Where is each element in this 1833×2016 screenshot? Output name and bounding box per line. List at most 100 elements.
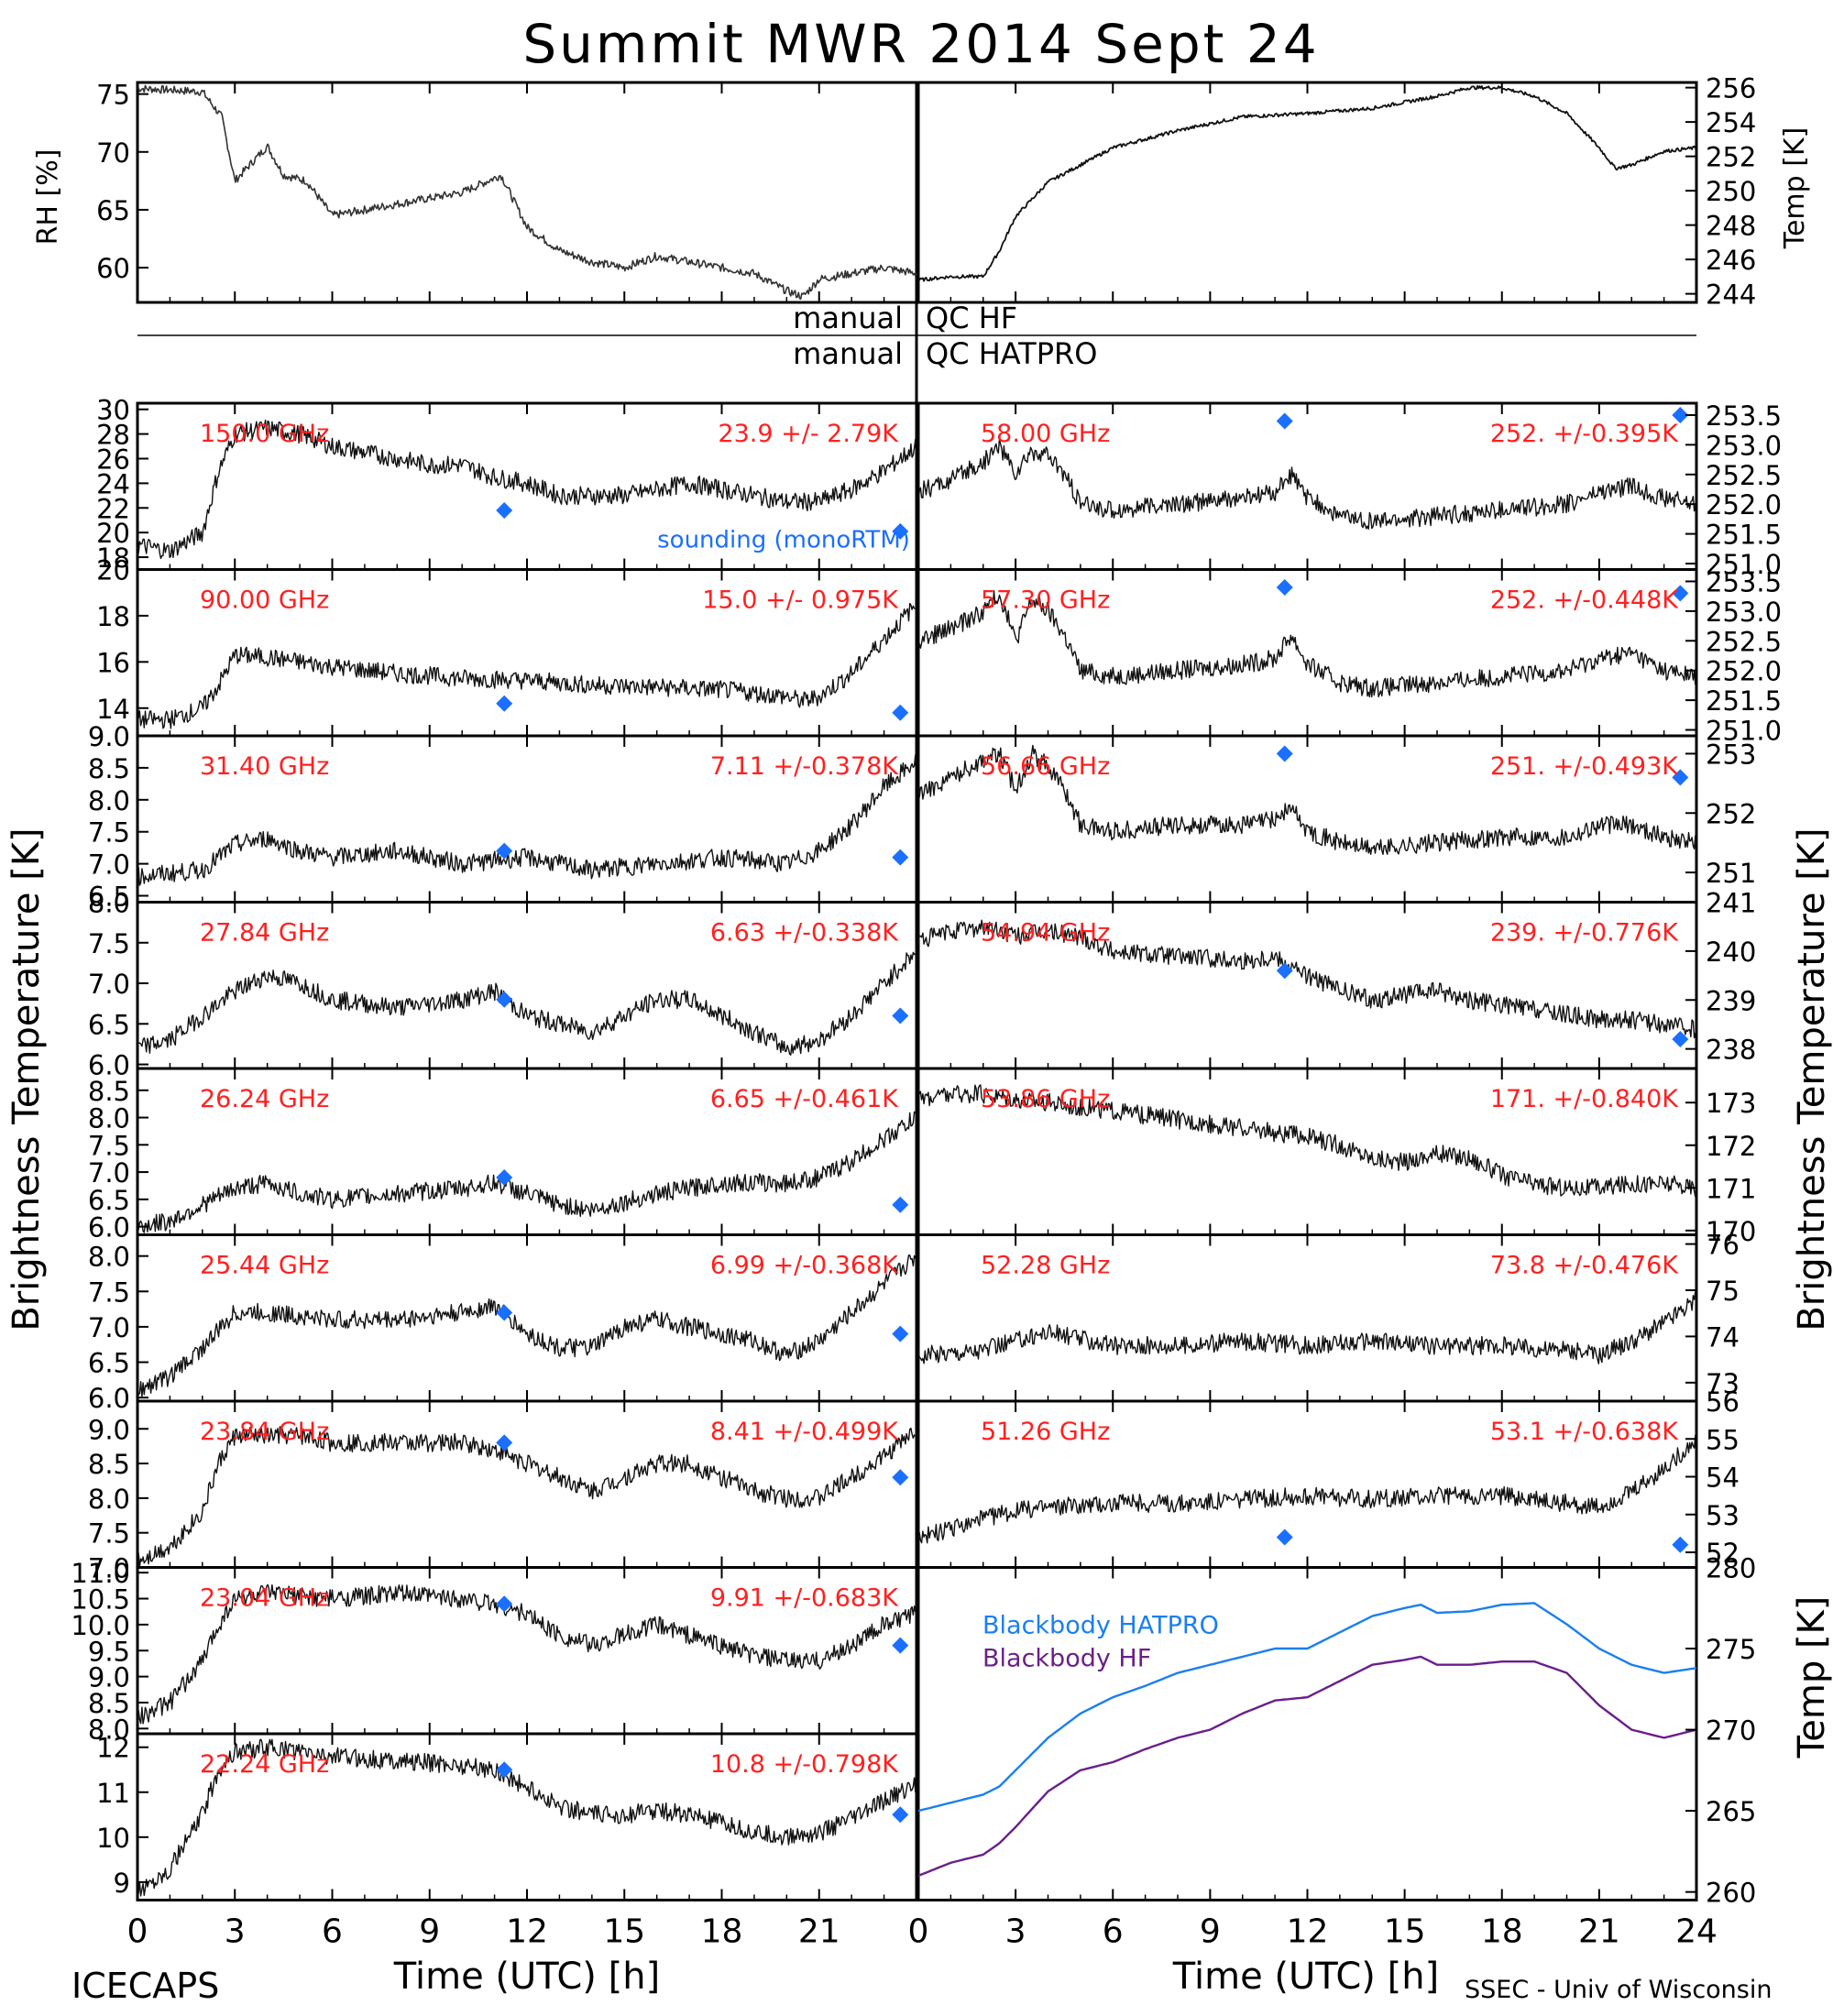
hatpro-2-y-label: 7.0	[88, 849, 130, 881]
hf-2-y-label: 253	[1706, 739, 1756, 770]
hatpro-4-sounding-point	[892, 1196, 909, 1213]
hf-5-stats-label: 73.8 +/-0.476K	[1490, 1252, 1679, 1280]
blackbody-y-label: 280	[1706, 1553, 1756, 1584]
hatpro-2-y-label: 9.0	[88, 721, 130, 752]
x-tick-label-left: 0	[127, 1913, 148, 1951]
x-tick-label-right: 12	[1287, 1913, 1329, 1951]
hatpro-0-y-label: 24	[96, 468, 130, 499]
rh-y-label: 60	[96, 253, 130, 284]
hf-2-y-label: 252	[1706, 798, 1756, 829]
hf-3-stats-label: 239. +/-0.776K	[1490, 919, 1679, 948]
hatpro-2-y-label: 6.5	[88, 882, 130, 913]
hatpro-5-y-label: 7.5	[88, 1276, 130, 1308]
blackbody-series-1	[917, 1655, 1697, 1878]
hatpro-7-y-label: 9.5	[88, 1636, 130, 1667]
hatpro-2-y-label: 8.5	[88, 753, 130, 784]
hf-1-y-label: 251.5	[1706, 685, 1782, 717]
hf-2-sounding-point	[1276, 745, 1293, 762]
x-tick-label-left: 21	[798, 1913, 840, 1951]
hatpro-3-sounding-point	[496, 991, 513, 1008]
hf-2-panel: 251 252 253 56.66 GHz 251. +/-0.493K	[916, 734, 1756, 904]
x-tick-label-right: 21	[1578, 1913, 1620, 1951]
hatpro-7-sounding-point	[496, 1595, 513, 1613]
hatpro-6-panel: 7.07.58.0 8.5 9.0 23.84 GHz 8.41 +/-0.499K	[88, 1399, 918, 1584]
hatpro-0-series	[137, 419, 917, 560]
hatpro-0-y-label: 20	[96, 518, 130, 549]
hf-1-stats-label: 252. +/-0.448K	[1490, 586, 1679, 615]
hf-3-sounding-point	[1672, 1030, 1689, 1047]
x-tick-label-right: 15	[1384, 1913, 1426, 1951]
hatpro-0-y-label: 22	[96, 493, 130, 524]
hatpro-6-y-label: 7.0	[88, 1553, 130, 1584]
hf-3-sounding-point	[1276, 962, 1293, 980]
hf-6-y-label: 55	[1706, 1424, 1740, 1455]
x-tick-label-right: 18	[1481, 1913, 1523, 1951]
hatpro-8-panel: 9 10 11 12 22.24 GHz 10.8 +/-0.798K	[96, 1732, 918, 1901]
figure-title: Summit MWR 2014 Sept 24	[522, 13, 1319, 75]
hatpro-4-y-label: 8.5	[88, 1076, 130, 1107]
temp-y-label: 254	[1706, 107, 1756, 138]
qc-label: manual	[793, 301, 903, 335]
blackbody-y-label: 260	[1706, 1878, 1756, 1909]
blackbody-series-0	[917, 1602, 1697, 1813]
x-tick-label-right: 9	[1200, 1913, 1221, 1951]
hf-4-series	[917, 1084, 1697, 1198]
hf-6-stats-label: 53.1 +/-0.638K	[1490, 1418, 1679, 1446]
hatpro-4-channel-label: 26.24 GHz	[200, 1085, 329, 1113]
hf-6-sounding-point	[1672, 1536, 1689, 1553]
hatpro-6-y-label: 8.5	[88, 1449, 130, 1480]
hf-6-sounding-point	[1276, 1528, 1293, 1546]
hatpro-0-sounding-point	[496, 501, 513, 519]
hatpro-3-sounding-point	[892, 1007, 909, 1024]
hatpro-8-y-label: 12	[96, 1733, 130, 1764]
hatpro-7-panel: 8.08.59.09.510.010.511.0 23.04 GHz 9.91 +/…	[71, 1558, 918, 1745]
hatpro-8-y-label: 10	[96, 1823, 130, 1854]
qc-label: QC HATPRO	[926, 336, 1097, 371]
hf-6-panel: 52 53 54 55 56 51.26 GHz 53.1 +/-0.638K	[916, 1386, 1740, 1569]
left-ylabel: Brightness Temperature [K]	[5, 827, 48, 1331]
x-tick-label-right: 24	[1675, 1913, 1718, 1951]
hatpro-6-sounding-point	[496, 1434, 513, 1452]
hf-4-panel: 170 171 172 173 53.86 GHz 171. +/-0.840K	[916, 1067, 1756, 1247]
hatpro-2-sounding-point	[496, 842, 513, 860]
hatpro-0-y-label: 18	[96, 542, 130, 574]
hf-2-series	[917, 744, 1697, 855]
hf-6-y-label: 53	[1706, 1500, 1740, 1531]
hatpro-8-sounding-point	[892, 1806, 909, 1824]
hf-0-y-label: 251.0	[1706, 549, 1782, 580]
hatpro-8-channel-label: 22.24 GHz	[200, 1750, 329, 1779]
footer-left: ICECAPS	[71, 1966, 219, 2006]
hatpro-4-stats-label: 6.65 +/-0.461K	[710, 1085, 899, 1113]
temp-series-line	[917, 84, 1697, 282]
hatpro-3-y-label: 7.0	[88, 969, 130, 1000]
hatpro-2-panel: 6.57.07.58.08.59.0 31.40 GHz 7.11 +/-0.378…	[88, 721, 918, 913]
blackbody-panel: Blackbody HATPRO Blackbody HF 260 265 270 275…	[916, 1553, 1833, 1909]
footer-right: SSEC - Univ of Wisconsin	[1465, 1976, 1772, 2004]
hf-2-stats-label: 251. +/-0.493K	[1490, 752, 1679, 781]
hatpro-8-y-label: 11	[96, 1778, 130, 1809]
hatpro-4-y-label: 6.5	[88, 1185, 130, 1216]
hf-0-series	[917, 438, 1697, 530]
hatpro-4-y-label: 6.0	[88, 1212, 130, 1244]
x-tick-label-left: 15	[603, 1913, 645, 1951]
hatpro-2-y-label: 7.5	[88, 817, 130, 849]
hf-0-stats-label: 252. +/-0.395K	[1490, 420, 1679, 448]
hf-4-y-label: 171	[1706, 1173, 1756, 1204]
hatpro-1-y-label: 18	[96, 601, 130, 632]
hf-6-y-label: 56	[1706, 1386, 1740, 1418]
x-tick-label-right: 6	[1103, 1913, 1124, 1951]
hf-0-y-label: 252.0	[1706, 489, 1782, 520]
hatpro-6-y-label: 8.0	[88, 1484, 130, 1515]
hatpro-7-y-label: 8.5	[88, 1688, 130, 1719]
hf-1-y-label: 252.5	[1706, 626, 1782, 657]
hatpro-7-y-label: 9.0	[88, 1662, 130, 1693]
rh-y-label: 75	[96, 80, 130, 111]
hatpro-4-y-label: 7.0	[88, 1157, 130, 1189]
hatpro-7-y-label: 8.0	[88, 1714, 130, 1745]
hatpro-3-y-label: 6.0	[88, 1050, 130, 1081]
hatpro-5-y-label: 7.0	[88, 1312, 130, 1343]
hf-5-series	[917, 1290, 1697, 1364]
